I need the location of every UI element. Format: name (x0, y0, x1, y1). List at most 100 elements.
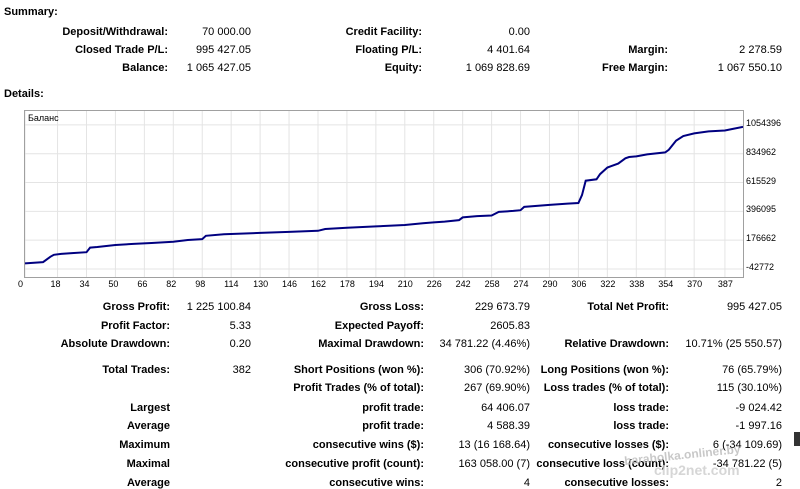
x-tick-label: 258 (484, 279, 500, 289)
long-positions-label: Long Positions (won %): (540, 364, 669, 376)
balance-series-line (25, 125, 743, 265)
avg-cons-losses-label: consecutive losses: (564, 477, 669, 489)
equity-label: Equity: (384, 62, 422, 74)
watermark: baraholka.onliner.by clip2net.com (614, 442, 784, 482)
floating-pl-label: Floating P/L: (355, 44, 422, 56)
profit-trades-value: 267 (69.90%) (463, 382, 530, 394)
largest-loss-label: loss trade: (613, 402, 669, 414)
x-tick-label: 162 (310, 279, 327, 289)
avg-cons-losses-value: 2 (775, 477, 782, 489)
expected-payoff-label: Expected Payoff: (334, 320, 424, 332)
y-tick-label: -42772 (746, 262, 775, 272)
y-tick-label: 396095 (746, 204, 777, 215)
x-tick-label: 82 (166, 279, 177, 289)
max-cons-losses-label: consecutive losses ($): (547, 439, 669, 451)
x-tick-label: 50 (108, 279, 119, 289)
deposit-value: 70 000.00 (202, 26, 251, 38)
max-drawdown-value: 34 781.22 (4.46%) (439, 338, 530, 350)
x-tick-label: 210 (397, 279, 413, 289)
x-tick-label: 18 (50, 279, 61, 289)
loss-trades-value: 115 (30.10%) (716, 382, 782, 394)
margin-label: Margin: (628, 44, 668, 56)
x-tick-label: 146 (282, 279, 298, 289)
closed-pl-label: Closed Trade P/L: (75, 44, 168, 56)
chart-title: Баланс (28, 113, 59, 123)
profit-factor-label: Profit Factor: (100, 320, 170, 332)
x-tick-label: 242 (455, 279, 471, 289)
maximal-profit-label: consecutive profit (count): (285, 458, 424, 470)
y-tick-label: 176662 (746, 233, 777, 244)
short-positions-value: 306 (70.92%) (463, 364, 530, 376)
rel-drawdown-value: 10.71% (25 550.57) (685, 338, 782, 350)
largest-profit-value: 64 406.07 (481, 402, 530, 414)
balance-chart-plot (25, 111, 743, 277)
margin-value: 2 278.59 (739, 44, 782, 56)
edge-marker (794, 432, 800, 446)
largest-label: Largest (130, 402, 170, 414)
free-margin-label: Free Margin: (601, 62, 668, 74)
equity-value: 1 069 828.69 (465, 62, 530, 74)
gross-profit-value: 1 225 100.84 (186, 301, 251, 313)
largest-loss-value: -9 024.42 (735, 402, 782, 414)
net-profit-label: Total Net Profit: (587, 301, 669, 313)
balance-value: 1 065 427.05 (186, 62, 251, 74)
floating-pl-value: 4 401.64 (487, 44, 530, 56)
x-tick-label: 194 (368, 279, 384, 289)
x-tick-label: 0 (18, 279, 24, 289)
x-tick-label: 274 (513, 279, 529, 289)
avg-cons-wins-label: consecutive wins: (329, 477, 424, 489)
x-tick-label: 66 (137, 279, 148, 289)
x-tick-label: 370 (687, 279, 703, 289)
maximal-label: Maximal (126, 458, 170, 470)
x-tick-label: 338 (629, 279, 645, 289)
x-tick-label: 178 (339, 279, 355, 289)
free-margin-value: 1 067 550.10 (717, 62, 782, 74)
summary-title: Summary: (4, 6, 58, 18)
abs-drawdown-label: Absolute Drawdown: (60, 338, 170, 350)
average-loss-value: -1 997.16 (735, 420, 782, 432)
average-profit-label: profit trade: (362, 420, 424, 432)
profit-trades-label: Profit Trades (% of total): (293, 382, 424, 394)
largest-profit-label: profit trade: (362, 402, 424, 414)
total-trades-label: Total Trades: (102, 364, 170, 376)
balance-chart: Баланс (24, 110, 744, 278)
x-tick-label: 322 (600, 279, 616, 289)
details-title: Details: (4, 88, 44, 100)
average-profit-value: 4 588.39 (487, 420, 530, 432)
max-cons-losses-value: 6 (-34 109.69) (712, 439, 782, 451)
expected-payoff-value: 2605.83 (490, 320, 530, 332)
x-tick-label: 226 (426, 279, 442, 289)
max-cons-wins-label: consecutive wins ($): (312, 439, 424, 451)
profit-factor-value: 5.33 (229, 320, 251, 332)
x-tick-label: 306 (571, 279, 587, 289)
average-label: Average (126, 420, 170, 432)
avg-cons-label: Average (126, 477, 170, 489)
deposit-label: Deposit/Withdrawal: (62, 26, 168, 38)
y-tick-label: 615529 (746, 175, 777, 186)
long-positions-value: 76 (65.79%) (722, 364, 782, 376)
x-tick-label: 354 (658, 279, 674, 289)
loss-trades-label: Loss trades (% of total): (543, 382, 669, 394)
x-tick-label: 290 (542, 279, 558, 289)
gross-loss-label: Gross Loss: (359, 301, 424, 313)
x-tick-label: 114 (224, 279, 239, 289)
average-loss-label: loss trade: (613, 420, 669, 432)
maximal-profit-value: 163 058.00 (7) (458, 458, 530, 470)
x-tick-label: 34 (79, 279, 90, 289)
maximal-loss-value: -34 781.22 (5) (712, 458, 782, 470)
x-tick-label: 98 (195, 279, 206, 289)
x-tick-label: 130 (253, 279, 269, 289)
y-tick-label: 1054396 (746, 117, 782, 128)
closed-pl-value: 995 427.05 (195, 44, 251, 56)
avg-cons-wins-value: 4 (523, 477, 530, 489)
credit-label: Credit Facility: (345, 26, 422, 38)
maximum-label: Maximum (119, 439, 170, 451)
credit-value: 0.00 (508, 26, 530, 38)
maximal-loss-label: consecutive loss (count): (536, 458, 669, 470)
rel-drawdown-label: Relative Drawdown: (564, 338, 669, 350)
net-profit-value: 995 427.05 (726, 301, 782, 313)
y-tick-label: 834962 (746, 146, 777, 157)
balance-label: Balance: (122, 62, 168, 74)
watermark-line2: clip2net.com (654, 462, 740, 478)
gross-profit-label: Gross Profit: (102, 301, 170, 313)
